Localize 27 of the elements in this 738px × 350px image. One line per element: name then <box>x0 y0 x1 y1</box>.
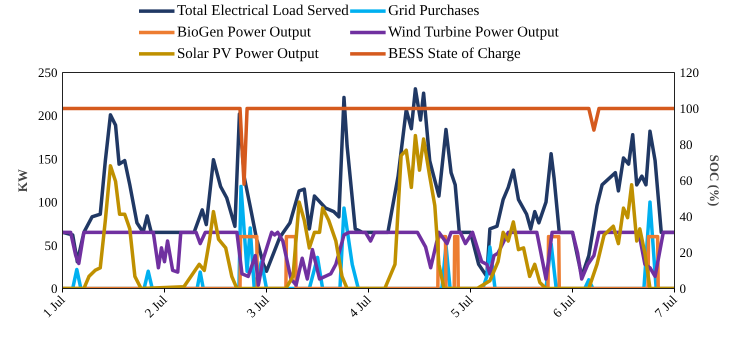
legend-label: BioGen Power Output <box>176 24 312 40</box>
x-tick-label: 2 Jul <box>142 292 170 320</box>
y-tick-label: 50 <box>44 238 58 253</box>
y2-tick-label: 120 <box>680 65 699 80</box>
legend-label: BESS State of Charge <box>388 46 522 62</box>
x-tick-label: 3 Jul <box>244 292 272 320</box>
y-tick-label: 150 <box>38 151 58 166</box>
y2-tick-label: 60 <box>680 173 692 188</box>
legend-label: Total Electrical Load Served <box>176 3 350 20</box>
y-tick-label: 100 <box>38 194 58 210</box>
y-tick-label: 0 <box>51 281 58 296</box>
y-axis-title: KW <box>15 168 30 192</box>
x-tick-label: 7 Jul <box>652 292 680 320</box>
y-tick-label: 200 <box>38 108 58 124</box>
y2-tick-label: 40 <box>680 209 692 224</box>
y2-tick-label: 100 <box>680 101 699 116</box>
y2-tick-label: 0 <box>680 281 686 296</box>
legend-label: Grid Purchases <box>388 3 480 20</box>
y2-tick-label: 80 <box>680 137 692 152</box>
y-tick-label: 250 <box>38 65 58 80</box>
x-tick-label: 4 Jul <box>346 292 374 320</box>
legend-label: Solar PV Power Output <box>176 46 320 62</box>
y2-axis-title: SOC (%) <box>707 154 722 206</box>
legend-label: Wind Turbine Power Output <box>388 24 560 40</box>
x-tick-label: 5 Jul <box>448 292 476 320</box>
x-tick-label: 6 Jul <box>550 292 578 320</box>
y2-tick-label: 20 <box>680 245 692 260</box>
